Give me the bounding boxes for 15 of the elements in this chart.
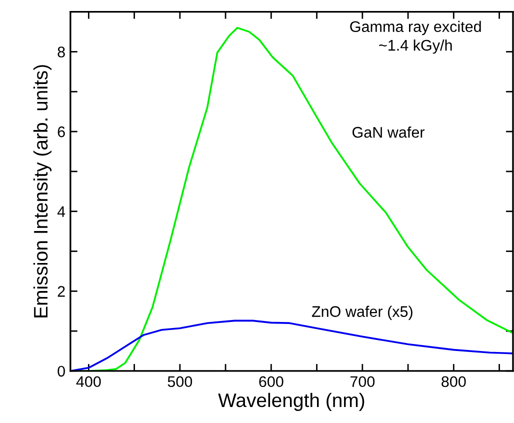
x-tick-label: 700	[350, 376, 375, 388]
x-tick-label: 400	[76, 376, 101, 388]
x-tick-label: 800	[442, 376, 466, 388]
y-tick-label: 8	[58, 46, 65, 58]
x-tick-label: 600	[259, 376, 284, 388]
y-tick-label: 0	[58, 366, 65, 377]
y-tick-label: 2	[58, 286, 65, 297]
x-tick-label: 500	[168, 376, 192, 388]
y-tick-label: 4	[57, 206, 66, 217]
series-label: GaN wafer	[352, 126, 425, 138]
series-label: ZnO wafer (x5)	[312, 306, 412, 320]
x-axis-title: Wavelength (nm)	[218, 392, 364, 411]
annotation: Gamma ray excited ~1.4 kGy/h	[350, 20, 481, 54]
y-axis-title: Emission Intensity (arb. units)	[33, 65, 52, 318]
y-tick-label: 6	[58, 126, 65, 138]
